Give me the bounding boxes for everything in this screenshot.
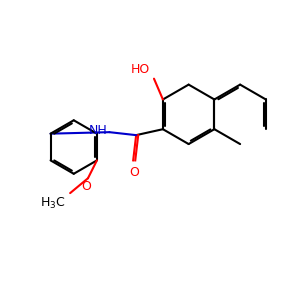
Text: O: O — [82, 180, 92, 193]
Text: O: O — [130, 166, 140, 179]
Text: NH: NH — [88, 124, 107, 137]
Text: H$_3$C: H$_3$C — [40, 196, 66, 211]
Text: HO: HO — [130, 63, 149, 76]
